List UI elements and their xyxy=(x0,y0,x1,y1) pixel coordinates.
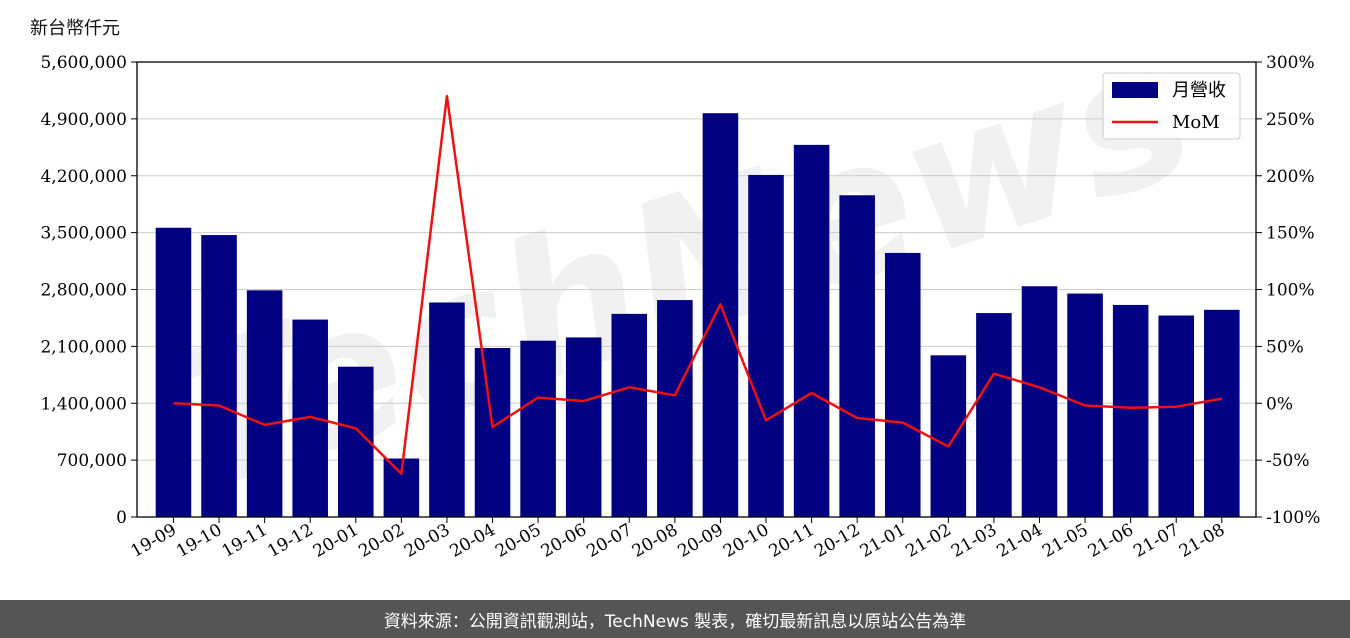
y-right-tick-label: -50% xyxy=(1266,451,1310,471)
x-tick-label-19-10: 19-10 xyxy=(173,520,225,562)
source-footer: 資料來源：公開資訊觀測站，TechNews 製表，確切最新訊息以原站公告為準 xyxy=(0,600,1350,638)
x-tick-label-19-09: 19-09 xyxy=(128,520,180,562)
y-right-tick-label: 250% xyxy=(1266,110,1315,130)
bar-21-06 xyxy=(1112,304,1149,517)
bar-20-09 xyxy=(702,113,739,517)
x-tick-label-21-08: 21-08 xyxy=(1176,520,1228,562)
bar-21-02 xyxy=(930,355,967,517)
bar-20-07 xyxy=(611,313,648,517)
bar-20-10 xyxy=(748,174,784,517)
x-tick-label-21-07: 21-07 xyxy=(1130,520,1182,562)
x-tick-label-20-07: 20-07 xyxy=(583,520,635,562)
x-tick-label-21-01: 21-01 xyxy=(857,520,909,562)
revenue-chart: TechNews0700,0001,400,0002,100,0002,800,… xyxy=(40,0,1320,562)
x-tick-label-20-04: 20-04 xyxy=(447,520,499,562)
y-left-tick-label: 4,900,000 xyxy=(40,110,127,130)
y-right-tick-label: 200% xyxy=(1266,167,1315,187)
y-left-tick-label: 2,100,000 xyxy=(40,337,127,357)
y-left-tick-label: 0 xyxy=(116,508,127,528)
x-tick-label-20-12: 20-12 xyxy=(811,520,863,562)
y-right-tick-label: -100% xyxy=(1266,508,1320,528)
x-tick-label-20-08: 20-08 xyxy=(629,520,681,562)
y-right-tick-label: 300% xyxy=(1266,53,1315,73)
bar-20-05 xyxy=(520,340,556,517)
y-right-tick-label: 150% xyxy=(1266,224,1315,244)
bar-19-11 xyxy=(246,290,283,517)
x-tick-label-21-04: 21-04 xyxy=(994,520,1046,562)
legend-swatch-bar xyxy=(1112,82,1158,98)
bar-21-04 xyxy=(1021,286,1058,517)
x-tick-label-21-02: 21-02 xyxy=(902,520,954,562)
bar-21-07 xyxy=(1158,315,1195,517)
x-tick-label-20-06: 20-06 xyxy=(538,520,590,562)
mom-line xyxy=(173,94,1223,476)
x-tick-label-20-09: 20-09 xyxy=(674,520,726,562)
legend-label-revenue: 月營收 xyxy=(1172,80,1226,101)
x-tick-label-21-05: 21-05 xyxy=(1039,520,1091,562)
x-tick-label-20-11: 20-11 xyxy=(766,520,818,562)
y-right-tick-label: 50% xyxy=(1266,337,1304,357)
footer-text: 資料來源：公開資訊觀測站，TechNews 製表，確切最新訊息以原站公告為準 xyxy=(383,611,967,632)
bar-20-12 xyxy=(839,195,875,517)
x-tick-label-21-06: 21-06 xyxy=(1085,520,1137,562)
bar-20-04 xyxy=(474,348,511,517)
bar-20-06 xyxy=(565,337,602,517)
x-tick-label-19-12: 19-12 xyxy=(264,520,316,562)
x-tick-label-21-03: 21-03 xyxy=(948,520,1000,562)
x-tick-label-20-10: 20-10 xyxy=(720,520,772,562)
bar-21-01 xyxy=(884,252,921,517)
bar-20-08 xyxy=(657,300,693,517)
chart-area: TechNews 0 700,000 1,400,000 2,100,000 2,800,… xyxy=(30,0,1320,562)
y-left-tick-label: 3,500,000 xyxy=(40,224,127,244)
bar-19-10 xyxy=(201,235,237,517)
x-tick-label-20-03: 20-03 xyxy=(401,520,453,562)
legend-label-mom: MoM xyxy=(1172,112,1220,133)
x-tick-label-20-01: 20-01 xyxy=(310,520,362,562)
bar-21-08 xyxy=(1204,309,1240,517)
y-left-tick-label: 5,600,000 xyxy=(40,53,127,73)
bar-20-11 xyxy=(793,144,830,517)
y-right-tick-label: 100% xyxy=(1266,281,1315,301)
y-left-tick-label: 2,800,000 xyxy=(40,281,127,301)
y-axis-unit-label: 新台幣仟元 xyxy=(30,18,120,39)
y-left-tick-label: 1,400,000 xyxy=(40,394,127,414)
bar-19-09 xyxy=(155,227,192,517)
x-tick-label-20-02: 20-02 xyxy=(355,520,407,562)
bar-21-03 xyxy=(976,313,1012,517)
bar-20-03 xyxy=(429,302,465,517)
x-tick-label-20-05: 20-05 xyxy=(492,520,544,562)
y-left-tick-label: 700,000 xyxy=(57,451,127,471)
y-right-tick-label: 0% xyxy=(1266,394,1293,414)
y-left-tick-label: 4,200,000 xyxy=(40,167,127,187)
